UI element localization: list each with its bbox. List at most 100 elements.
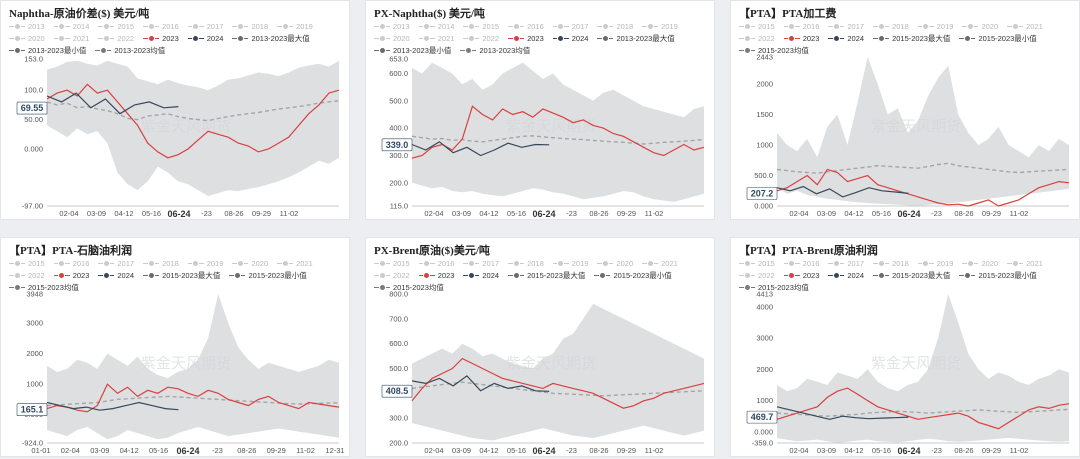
- legend-item-2013-2023最大值[interactable]: 2013-2023最大值: [597, 33, 675, 44]
- legend-item-2015-2023最小值[interactable]: 2015-2023最小值: [594, 270, 672, 281]
- legend-item-2019[interactable]: 2019: [917, 258, 953, 269]
- legend-item-2015-2023均值[interactable]: 2015-2023均值: [739, 282, 809, 293]
- legend-item-2018[interactable]: 2018: [597, 21, 633, 32]
- legend-marker-icon: [508, 23, 525, 31]
- legend-item-2017[interactable]: 2017: [98, 258, 134, 269]
- legend-item-2021[interactable]: 2021: [642, 258, 678, 269]
- legend-item-2015[interactable]: 2015: [374, 258, 410, 269]
- legend-item-2023[interactable]: 2023: [53, 270, 89, 281]
- legend-item-2022[interactable]: 2022: [374, 270, 410, 281]
- legend-item-2022[interactable]: 2022: [9, 270, 45, 281]
- legend-item-2015-2023最大值[interactable]: 2015-2023最大值: [873, 33, 950, 44]
- legend-item-2015-2023均值[interactable]: 2015-2023均值: [9, 282, 79, 293]
- legend-item-2020[interactable]: 2020: [9, 33, 45, 44]
- legend-item-2016[interactable]: 2016: [143, 21, 179, 32]
- legend-item-2015-2023最小值[interactable]: 2015-2023最小值: [959, 33, 1037, 44]
- legend-item-2022[interactable]: 2022: [739, 33, 775, 44]
- legend-item-2023[interactable]: 2023: [508, 33, 544, 44]
- x-tick-label: 11-02: [1010, 209, 1029, 218]
- legend-item-2015-2023最大值[interactable]: 2015-2023最大值: [143, 270, 220, 281]
- legend-item-2022[interactable]: 2022: [463, 33, 499, 44]
- legend-item-2020[interactable]: 2020: [374, 33, 410, 44]
- legend-item-2013-2023均值[interactable]: 2013-2023均值: [460, 45, 530, 56]
- legend-item-2021[interactable]: 2021: [277, 258, 313, 269]
- legend-item-2018[interactable]: 2018: [873, 258, 909, 269]
- legend-item-2024[interactable]: 2024: [828, 270, 864, 281]
- legend-label: 2015-2023均值: [758, 46, 809, 55]
- legend-label: 2015: [758, 259, 775, 268]
- legend-item-2022[interactable]: 2022: [739, 270, 775, 281]
- legend-item-2023[interactable]: 2023: [143, 33, 179, 44]
- legend-item-2015-2023均值[interactable]: 2015-2023均值: [374, 282, 444, 293]
- legend-item-2015[interactable]: 2015: [739, 21, 775, 32]
- legend-item-2013[interactable]: 2013: [9, 21, 45, 32]
- legend-marker-icon: [143, 35, 160, 43]
- legend-item-2017[interactable]: 2017: [187, 21, 223, 32]
- legend-item-2019[interactable]: 2019: [552, 258, 588, 269]
- legend-item-2015[interactable]: 2015: [9, 258, 45, 269]
- legend-item-2015-2023均值[interactable]: 2015-2023均值: [739, 45, 809, 56]
- legend-item-2019[interactable]: 2019: [642, 21, 678, 32]
- legend-item-2021[interactable]: 2021: [1007, 21, 1043, 32]
- legend-item-2015[interactable]: 2015: [98, 21, 134, 32]
- legend-marker-icon: [828, 35, 845, 43]
- legend-marker-icon: [463, 260, 480, 268]
- legend-item-2016[interactable]: 2016: [508, 21, 544, 32]
- chart-legend: 2013 2014 2015 2016 2017 2018 2019 2020 2021 2022…: [374, 21, 710, 56]
- y-tick-label: -359.0: [752, 439, 773, 448]
- legend-item-2021[interactable]: 2021: [53, 33, 89, 44]
- legend-item-2024[interactable]: 2024: [828, 33, 864, 44]
- legend-item-2024[interactable]: 2024: [187, 33, 223, 44]
- legend-item-2015-2023最小值[interactable]: 2015-2023最小值: [959, 270, 1037, 281]
- legend-item-2013[interactable]: 2013: [374, 21, 410, 32]
- legend-item-2015[interactable]: 2015: [463, 21, 499, 32]
- legend-item-2024[interactable]: 2024: [98, 270, 134, 281]
- legend-item-2017[interactable]: 2017: [828, 258, 864, 269]
- legend-item-2024[interactable]: 2024: [463, 270, 499, 281]
- y-tick-label: 200.0: [389, 439, 408, 448]
- legend-item-2015-2023最小值[interactable]: 2015-2023最小值: [229, 270, 307, 281]
- legend-item-2016[interactable]: 2016: [418, 258, 454, 269]
- legend-item-2023[interactable]: 2023: [783, 270, 819, 281]
- legend-item-2015-2023最大值[interactable]: 2015-2023最大值: [873, 270, 950, 281]
- legend-item-2020[interactable]: 2020: [597, 258, 633, 269]
- legend-item-2020[interactable]: 2020: [962, 21, 998, 32]
- legend-item-2019[interactable]: 2019: [277, 21, 313, 32]
- legend-item-2016[interactable]: 2016: [783, 21, 819, 32]
- legend-item-2014[interactable]: 2014: [53, 21, 89, 32]
- legend-item-2019[interactable]: 2019: [917, 21, 953, 32]
- legend-item-2016[interactable]: 2016: [53, 258, 89, 269]
- legend-marker-icon: [463, 23, 480, 31]
- legend-item-2018[interactable]: 2018: [873, 21, 909, 32]
- legend-item-2020[interactable]: 2020: [962, 258, 998, 269]
- legend-item-2023[interactable]: 2023: [418, 270, 454, 281]
- legend-item-2021[interactable]: 2021: [1007, 258, 1043, 269]
- legend-item-2016[interactable]: 2016: [783, 258, 819, 269]
- legend-item-2015[interactable]: 2015: [739, 258, 775, 269]
- y-tick-label: 153.0: [24, 55, 43, 64]
- legend-item-2022[interactable]: 2022: [98, 33, 134, 44]
- legend-item-2013-2023最大值[interactable]: 2013-2023最大值: [232, 33, 310, 44]
- x-tick-label: -23: [566, 446, 577, 455]
- legend-item-2021[interactable]: 2021: [418, 33, 454, 44]
- legend-item-2023[interactable]: 2023: [783, 33, 819, 44]
- legend-item-2018[interactable]: 2018: [143, 258, 179, 269]
- legend-item-2018[interactable]: 2018: [508, 258, 544, 269]
- legend-item-2019[interactable]: 2019: [187, 258, 223, 269]
- legend-item-2017[interactable]: 2017: [828, 21, 864, 32]
- legend-item-2013-2023均值[interactable]: 2013-2023均值: [95, 45, 165, 56]
- legend-item-2015-2023最大值[interactable]: 2015-2023最大值: [508, 270, 585, 281]
- legend-marker-icon: [98, 35, 115, 43]
- legend-marker-icon: [873, 35, 890, 43]
- legend-item-2018[interactable]: 2018: [232, 21, 268, 32]
- legend-item-2017[interactable]: 2017: [463, 258, 499, 269]
- x-tick-label: 03-09: [452, 209, 471, 218]
- legend-marker-icon: [642, 23, 659, 31]
- legend-item-2024[interactable]: 2024: [552, 33, 588, 44]
- legend-item-2014[interactable]: 2014: [418, 21, 454, 32]
- legend-marker-icon: [917, 260, 934, 268]
- legend-item-2017[interactable]: 2017: [552, 21, 588, 32]
- legend-item-2013-2023最小值[interactable]: 2013-2023最小值: [9, 45, 86, 56]
- legend-item-2020[interactable]: 2020: [232, 258, 268, 269]
- legend-item-2013-2023最小值[interactable]: 2013-2023最小值: [374, 45, 451, 56]
